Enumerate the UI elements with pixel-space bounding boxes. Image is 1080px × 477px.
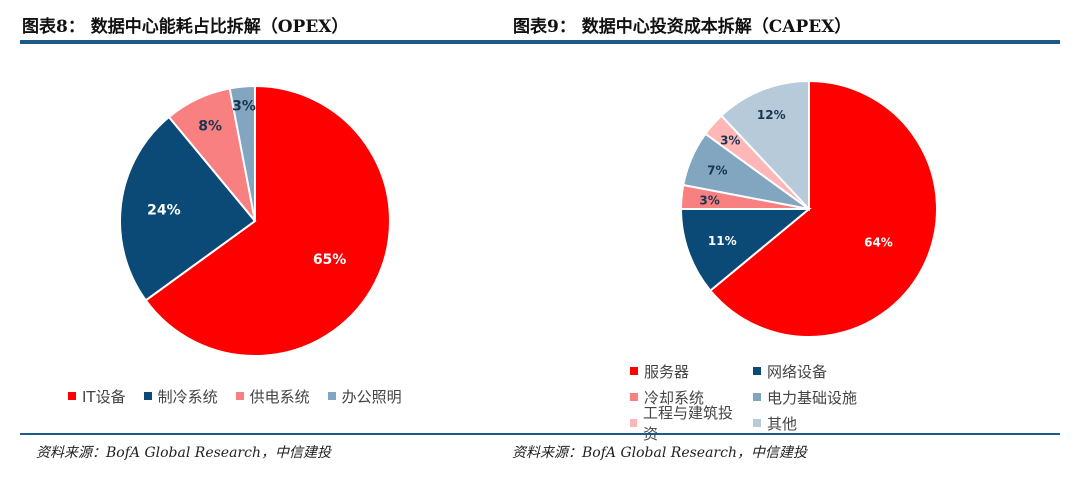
source-divider bbox=[20, 433, 1060, 435]
chart-title-opex: 图表8： 数据中心能耗占比拆解（OPEX） bbox=[22, 17, 349, 37]
pie-slice-0-3 bbox=[228, 84, 256, 222]
legend-label: 其他 bbox=[767, 414, 798, 433]
data-label: 24% bbox=[147, 202, 181, 218]
data-label: 64% bbox=[864, 236, 893, 250]
legend-swatch bbox=[753, 419, 761, 427]
legend-item: 办公照明 bbox=[327, 383, 402, 409]
data-label: 11% bbox=[708, 234, 737, 248]
legend-label: 网络设备 bbox=[767, 362, 828, 381]
legend-swatch bbox=[327, 392, 336, 400]
legend-item: 电力基础设施 bbox=[753, 384, 858, 410]
pie-slice-1-0 bbox=[708, 79, 938, 338]
legend-swatch bbox=[235, 392, 244, 400]
legend-swatch bbox=[68, 392, 76, 400]
legend-item: 工程与建筑投资 bbox=[630, 404, 735, 443]
legend-item: 冷却系统 bbox=[630, 384, 735, 410]
data-label: 12% bbox=[757, 108, 786, 122]
legend-label: 冷却系统 bbox=[644, 388, 705, 407]
legend-swatch bbox=[143, 392, 152, 400]
chart-title-capex: 图表9： 数据中心投资成本拆解（CAPEX） bbox=[513, 17, 852, 37]
data-label: 65% bbox=[313, 252, 347, 268]
legend-item: 其他 bbox=[753, 410, 858, 436]
legend-swatch bbox=[630, 393, 638, 401]
legend-label: 电力基础设施 bbox=[767, 388, 858, 407]
legend-item: 网络设备 bbox=[753, 358, 858, 384]
legend-label: 办公照明 bbox=[341, 387, 402, 406]
legend-label: 服务器 bbox=[644, 362, 690, 381]
legend-label: IT设备 bbox=[82, 387, 126, 406]
legend-item: 供电系统 bbox=[235, 383, 310, 409]
source-note-capex: 资料来源：BofA Global Research，中信建投 bbox=[512, 445, 807, 461]
pie-slice-1-5 bbox=[719, 79, 810, 212]
legend-label: 制冷系统 bbox=[157, 387, 218, 406]
legend-capex: 服务器 网络设备冷却系统 电力基础设施工程与建筑投资 其他 bbox=[630, 358, 970, 443]
legend-swatch bbox=[630, 367, 638, 375]
legend-opex: IT设备 制冷系统 供电系统 办公照明 bbox=[68, 383, 488, 409]
data-label: 7% bbox=[707, 163, 727, 177]
data-label: 3% bbox=[699, 194, 719, 208]
legend-swatch bbox=[753, 367, 761, 375]
data-label: 3% bbox=[232, 98, 256, 114]
legend-item: 制冷系统 bbox=[143, 383, 218, 409]
pie-slice-1-1 bbox=[679, 208, 812, 292]
legend-swatch bbox=[753, 393, 761, 401]
data-label: 8% bbox=[198, 119, 222, 135]
legend-item: IT设备 bbox=[68, 383, 126, 409]
legend-item: 服务器 bbox=[630, 358, 735, 384]
legend-label: 工程与建筑投资 bbox=[643, 404, 734, 443]
legend-swatch bbox=[630, 419, 638, 427]
data-label: 3% bbox=[720, 134, 740, 148]
pie-slice-0-0 bbox=[144, 84, 391, 357]
title-divider bbox=[20, 40, 1060, 44]
legend-label: 供电系统 bbox=[249, 387, 310, 406]
source-note-opex: 资料来源：BofA Global Research，中信建投 bbox=[36, 445, 331, 461]
pie-slice-0-1 bbox=[119, 115, 257, 302]
